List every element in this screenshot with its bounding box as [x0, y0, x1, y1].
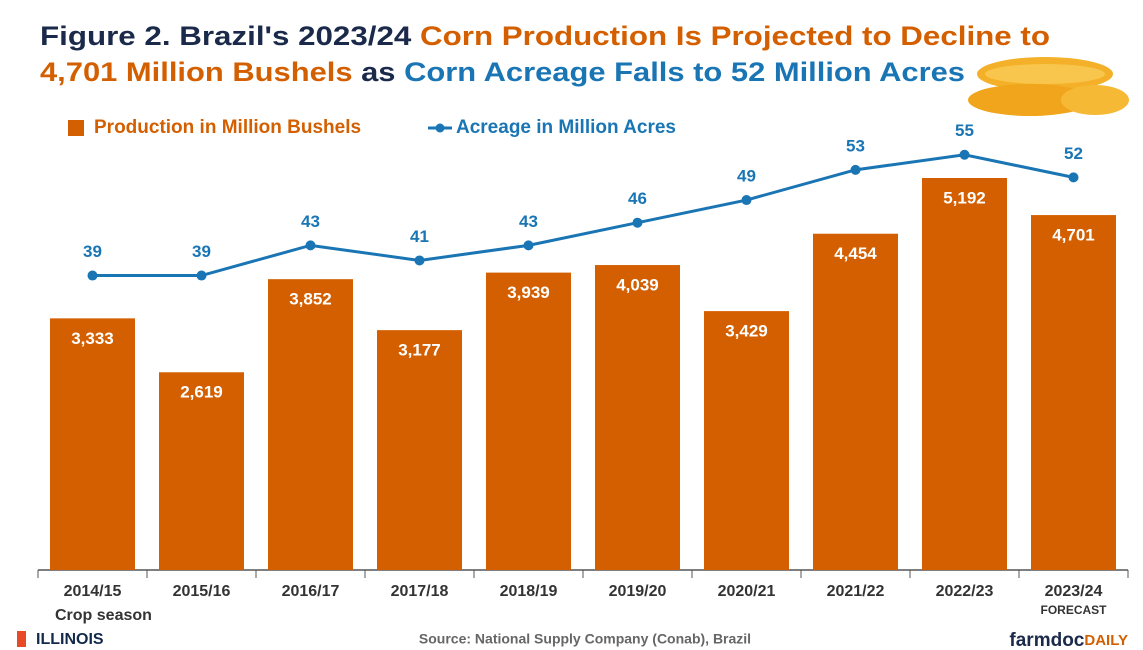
x-tick-label: 2017/18: [391, 583, 449, 600]
brand-part: farmdoc: [1009, 630, 1084, 650]
line: [92, 153, 1074, 278]
corn-highlight: [985, 64, 1105, 84]
x-tick-label: 2019/20: [609, 583, 667, 600]
corn-illustration: [968, 57, 1129, 116]
x-tick-label: 2015/16: [173, 583, 231, 600]
corn-cob: [968, 84, 1092, 116]
line-value-label: 53: [846, 136, 865, 155]
line-point: [196, 270, 207, 281]
line-point: [959, 149, 970, 160]
line-value-label: 43: [519, 212, 538, 231]
bar-value-label: 4,454: [834, 244, 877, 263]
brand-part: DAILY: [1084, 632, 1128, 649]
legend-label: Production in Million Bushels: [94, 117, 361, 138]
bar-value-label: 5,192: [943, 188, 986, 207]
bar: [376, 330, 463, 570]
line-point: [741, 195, 752, 206]
chart-title: 4,701 Million Bushels as Corn Acreage Fa…: [40, 57, 965, 87]
bar: [267, 279, 354, 570]
bar-value-label: 3,939: [507, 283, 550, 302]
source: Source: National Supply Company (Conab),…: [419, 631, 751, 647]
x-tick-label: 2021/22: [827, 583, 885, 600]
bar: [921, 178, 1008, 570]
legend-swatch: [68, 120, 84, 136]
bar-value-label: 4,039: [616, 276, 659, 295]
title-part: Corn Production Is Projected to Decline …: [420, 21, 1050, 51]
title-part: Corn Acreage Falls to 52 Million Acres: [404, 57, 965, 87]
bar-value-label: 4,701: [1052, 226, 1095, 245]
bar: [594, 265, 681, 570]
line-value-label: 46: [628, 189, 647, 208]
bar-value-label: 3,333: [71, 329, 114, 348]
bar-value-label: 3,852: [289, 290, 332, 309]
line-value-label: 49: [737, 167, 756, 186]
bar-value-label: 2,619: [180, 383, 223, 402]
line-value-label: 39: [83, 242, 102, 261]
line-point: [1068, 172, 1079, 183]
bar: [158, 372, 245, 570]
x-tick-label: 2022/23: [936, 583, 994, 600]
line-point: [632, 217, 643, 228]
category-note: FORECAST: [1041, 603, 1108, 617]
line-point: [87, 270, 98, 281]
bar: [1030, 215, 1117, 570]
x-tick-label: 2014/15: [64, 583, 122, 600]
line-point: [414, 255, 425, 266]
logo-mark: [17, 631, 26, 647]
brand: farmdocDAILY: [1009, 630, 1128, 650]
bar-value-label: 3,429: [725, 322, 768, 341]
bar-value-label: 3,177: [398, 341, 441, 360]
corn-cob: [1061, 85, 1129, 115]
title-part: Figure 2. Brazil's 2023/24: [40, 21, 420, 51]
x-tick-label: 2020/21: [718, 583, 776, 600]
x-tick-label: 2023/24: [1045, 583, 1103, 600]
title-part: as: [353, 57, 405, 87]
line-value-label: 39: [192, 242, 211, 261]
legend-label: Acreage in Million Acres: [456, 117, 676, 138]
line-value-label: 55: [955, 121, 974, 140]
line-point: [305, 240, 316, 251]
bar: [49, 318, 136, 570]
bar: [485, 272, 572, 570]
bar: [703, 311, 790, 570]
logo: ILLINOIS: [36, 631, 104, 648]
chart-title: Figure 2. Brazil's 2023/24 Corn Producti…: [40, 21, 1050, 51]
line-value-label: 41: [410, 227, 429, 246]
line-point: [523, 240, 534, 251]
line-value-label: 52: [1064, 144, 1083, 163]
title-part: 4,701 Million Bushels: [40, 57, 353, 87]
x-axis-label: Crop season: [55, 607, 152, 624]
line-point: [850, 164, 861, 175]
legend-marker: [435, 123, 445, 133]
x-tick-label: 2016/17: [282, 583, 340, 600]
line-value-label: 43: [301, 212, 320, 231]
bar: [812, 233, 899, 570]
x-tick-label: 2018/19: [500, 583, 558, 600]
